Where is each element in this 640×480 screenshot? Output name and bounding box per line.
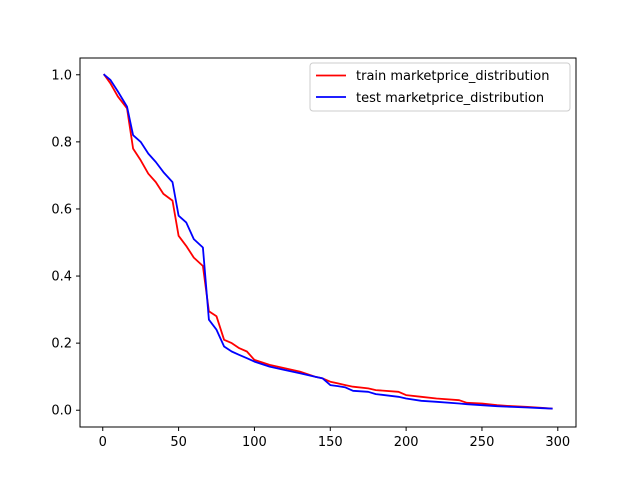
series-line-train: [103, 73, 553, 410]
x-tick-label: 250: [470, 435, 495, 450]
x-tick-label: 50: [170, 435, 187, 450]
legend: train marketprice_distribution test mark…: [309, 62, 571, 112]
x-tick-label: 200: [394, 435, 419, 450]
x-tick-label: 150: [318, 435, 343, 450]
x-axis: 0 50 100 150 200 250 300: [99, 427, 570, 450]
series-line-test: [103, 73, 553, 410]
y-tick-label: 0.0: [51, 404, 72, 419]
series-layer: [103, 73, 553, 410]
y-tick-label: 1.0: [51, 68, 72, 83]
legend-label-train: train marketprice_distribution: [356, 69, 549, 84]
y-tick-label: 0.8: [51, 135, 72, 150]
legend-label-test: test marketprice_distribution: [356, 91, 544, 106]
y-tick-label: 0.4: [51, 270, 72, 285]
x-tick-label: 100: [242, 435, 267, 450]
legend-box: [309, 62, 571, 112]
y-tick-label: 0.6: [51, 202, 72, 217]
x-tick-label: 0: [99, 435, 107, 450]
plot-frame: [79, 57, 577, 428]
x-tick-label: 300: [545, 435, 570, 450]
y-tick-label: 0.2: [51, 337, 72, 352]
y-axis: 0.0 0.2 0.4 0.6 0.8 1.0: [51, 68, 80, 419]
